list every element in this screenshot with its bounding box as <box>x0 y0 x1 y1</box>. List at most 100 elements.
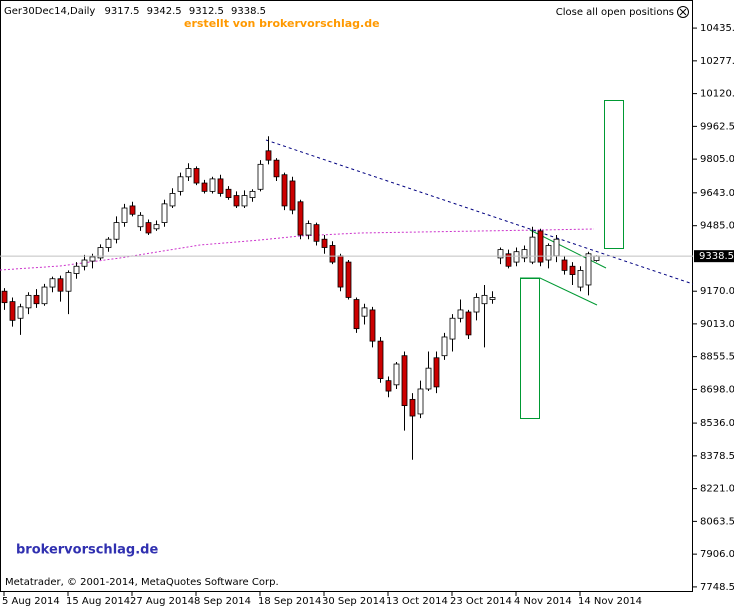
candle-body <box>417 388 424 415</box>
candle-body <box>521 249 528 259</box>
y-tick-label: 10435.0 <box>700 23 734 34</box>
x-tick-label: 13 Oct 2014 <box>386 596 448 607</box>
y-tick-label: 8063.5 <box>700 516 734 527</box>
x-tick-label: 27 Aug 2014 <box>130 596 194 607</box>
candle-body <box>353 299 360 330</box>
candle-body <box>145 222 152 234</box>
candle-body <box>57 278 64 292</box>
candle-body <box>441 336 448 357</box>
candle-body <box>289 180 296 211</box>
candle-body <box>241 195 248 207</box>
y-tick-label: 9643.0 <box>700 188 734 199</box>
subtitle: erstellt von brokervorschlag.de <box>184 17 380 30</box>
last-price-label: 9338.5 <box>699 251 734 262</box>
candle-body <box>73 265 80 274</box>
candle-body <box>337 255 344 288</box>
x-tick-label: 8 Sep 2014 <box>194 596 251 607</box>
y-tick-label: 10277.5 <box>700 56 734 67</box>
y-tick-label: 8378.5 <box>700 451 734 462</box>
candle-body <box>345 261 352 298</box>
y-tick-label: 8536.0 <box>700 418 734 429</box>
candle-body <box>193 168 200 184</box>
candle-body <box>257 163 264 190</box>
candle-body <box>529 236 536 263</box>
candle-body <box>473 297 480 313</box>
close-icon[interactable] <box>677 6 689 18</box>
candle-body <box>9 301 16 321</box>
candle-body <box>25 294 32 309</box>
symbol: Ger30Dec14,Daily <box>4 6 95 17</box>
moving-average <box>0 228 595 271</box>
candle-body <box>81 259 88 267</box>
candle-body <box>233 195 240 207</box>
candle-body <box>249 190 256 199</box>
y-tick-label: 9170.0 <box>700 286 734 297</box>
candle-body <box>385 380 392 392</box>
candle-body <box>457 309 464 319</box>
candle-body <box>393 363 400 386</box>
copyright: Metatrader, © 2001-2014, MetaQuotes Soft… <box>5 577 279 588</box>
y-tick-label: 8221.0 <box>700 484 734 495</box>
last-price-box <box>694 250 734 263</box>
x-tick-label: 18 Sep 2014 <box>258 596 321 607</box>
y-tick-label: 7748.5 <box>700 582 734 593</box>
candle-body <box>513 251 520 263</box>
x-tick-label: 23 Oct 2014 <box>450 596 512 607</box>
candle-body <box>105 238 112 248</box>
y-tick-label: 9013.0 <box>700 319 734 330</box>
target-box <box>604 100 624 249</box>
high: 9342.5 <box>147 6 182 17</box>
candle-body <box>297 201 304 236</box>
candle-body <box>553 238 560 257</box>
candle-body <box>481 294 488 305</box>
y-tick-label: 10120.0 <box>700 89 734 100</box>
candle-body <box>585 253 592 286</box>
candle-body <box>489 297 496 300</box>
candle-body <box>401 355 408 407</box>
target-box <box>520 278 540 419</box>
watermark: brokervorschlag.de <box>16 543 158 558</box>
candle-body <box>161 203 168 223</box>
candle-body <box>121 207 128 223</box>
candle-body <box>273 159 280 178</box>
candle-body <box>497 249 504 259</box>
candles <box>0 136 693 460</box>
candle-body <box>449 317 456 340</box>
symbol-info: Ger30Dec14,Daily 9317.5 9342.5 9312.5 93… <box>4 6 266 17</box>
y-tick-label: 7906.0 <box>700 549 734 560</box>
candle-body <box>17 306 24 319</box>
y-tick-label: 9485.0 <box>700 221 734 232</box>
candle-body <box>41 286 48 305</box>
candle-body <box>593 255 600 261</box>
candle-body <box>465 311 472 336</box>
candle-body <box>329 245 336 263</box>
candle-body <box>561 259 568 271</box>
candle-body <box>185 168 192 178</box>
candle-body <box>201 182 208 192</box>
low: 9312.5 <box>189 6 224 17</box>
candle-body <box>537 230 544 263</box>
candle-body <box>369 309 376 342</box>
candle-body <box>153 224 160 230</box>
candle-body <box>217 178 224 194</box>
candle-body <box>361 307 368 317</box>
candle-body <box>33 294 40 305</box>
candle-body <box>129 205 136 215</box>
y-tick-label: 8855.5 <box>700 352 734 363</box>
candle-body <box>113 222 120 240</box>
candle-body <box>137 214 144 228</box>
candle-body <box>65 272 72 292</box>
candle-body <box>49 278 56 288</box>
candle-body <box>409 398 416 417</box>
candle-body <box>225 188 232 199</box>
candle-body <box>577 270 584 288</box>
candle-body <box>377 340 384 379</box>
candle-body <box>177 176 184 192</box>
candle-body <box>305 223 312 236</box>
candle-body <box>97 247 104 259</box>
candle-body <box>89 256 96 262</box>
candle-body <box>569 265 576 275</box>
close-all-button[interactable]: Close all open positions <box>556 7 674 18</box>
candle-body <box>321 238 328 248</box>
